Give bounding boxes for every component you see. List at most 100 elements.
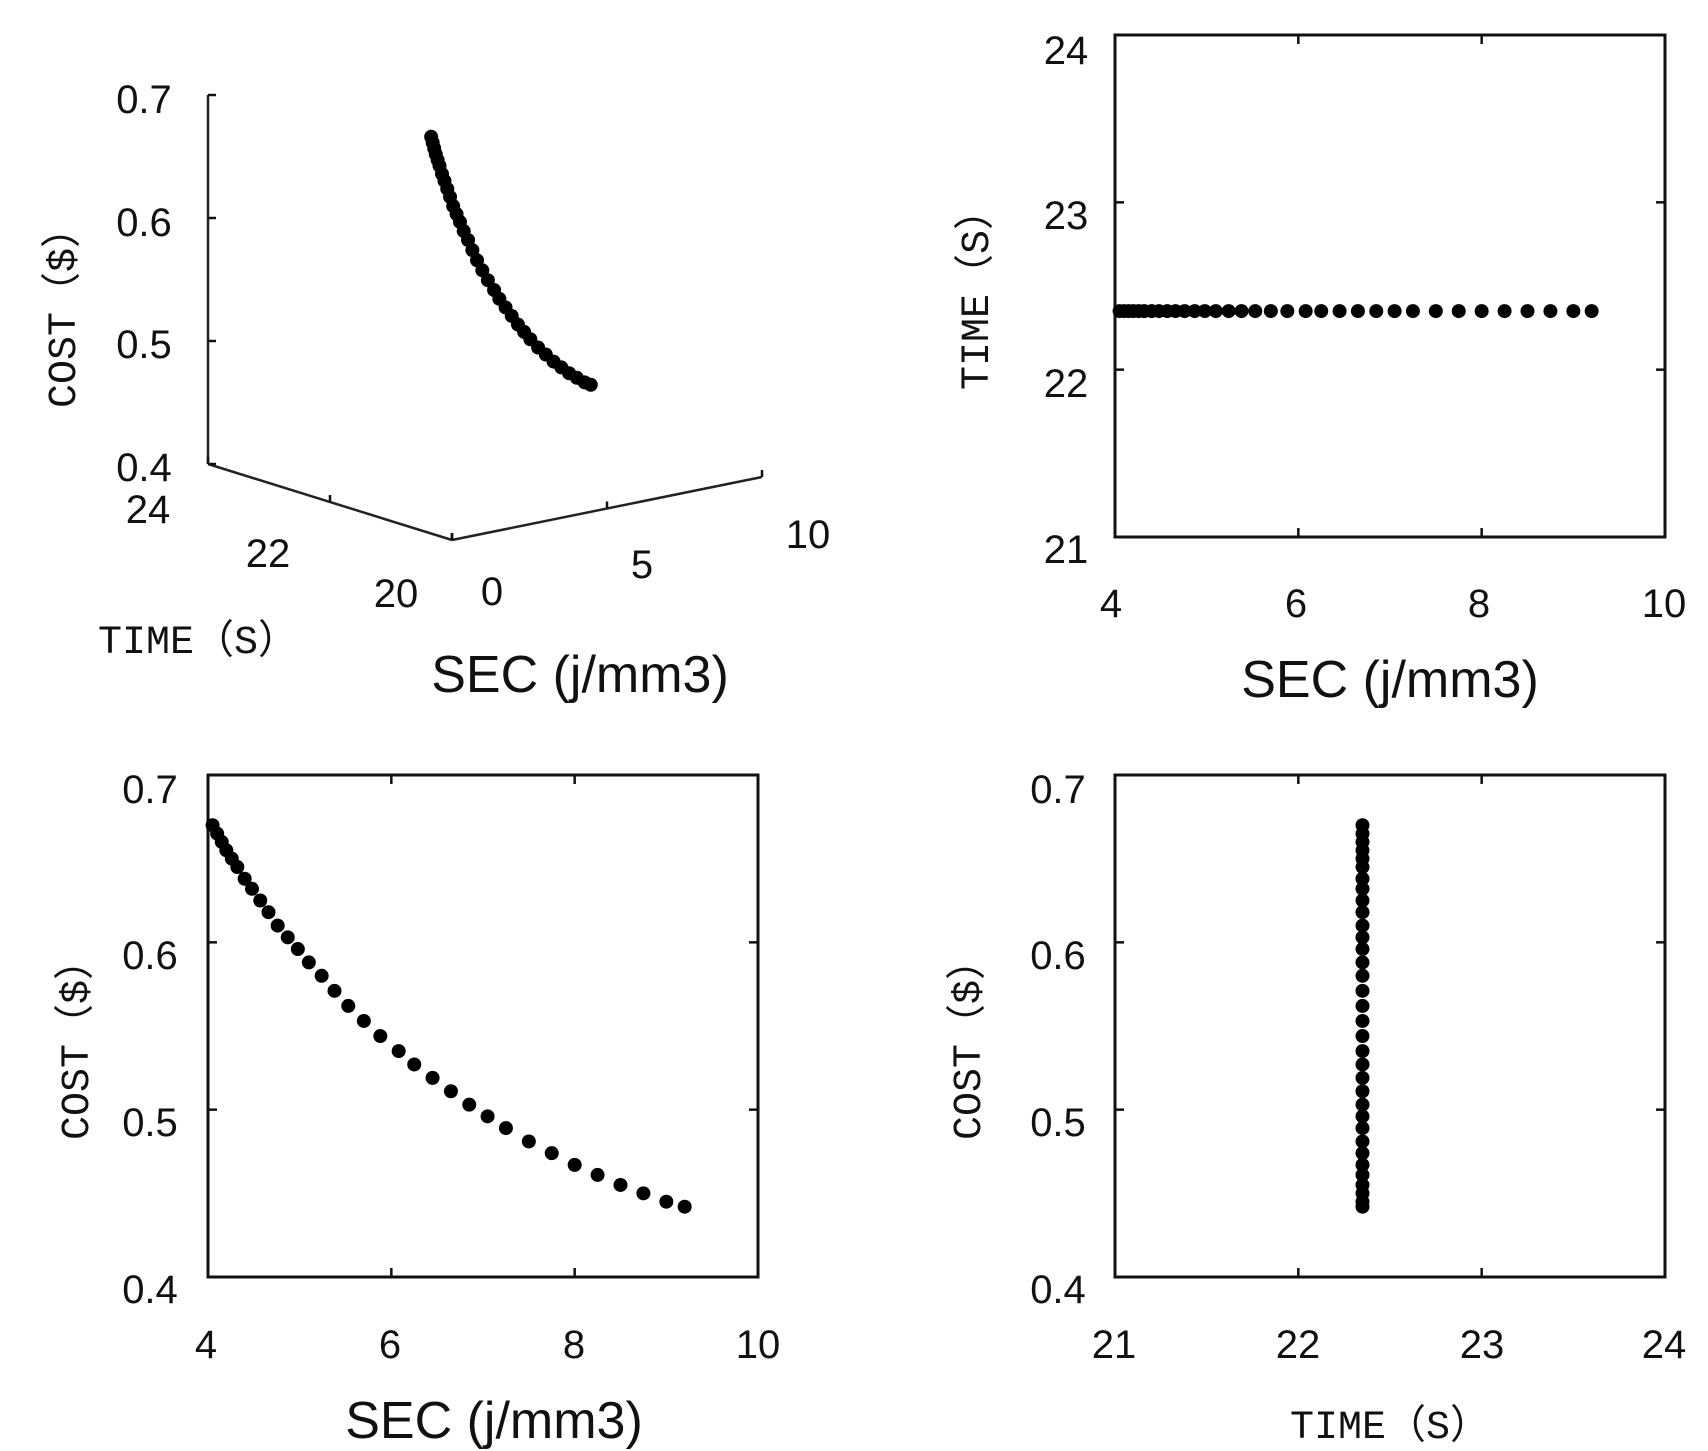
z-axis-title: COST（$） — [40, 208, 88, 408]
data-point — [1332, 304, 1347, 319]
x-tick-label: 22 — [1276, 1323, 1321, 1367]
data-point — [1566, 304, 1581, 319]
data-point — [1355, 871, 1370, 886]
data-point — [1187, 304, 1202, 319]
x-tick-label: 6 — [1285, 582, 1307, 626]
data-point — [1355, 955, 1370, 970]
data-point — [245, 881, 259, 896]
data-point — [1298, 304, 1313, 319]
x-axis-title: SEC (j/mm3) — [431, 646, 729, 704]
data-point — [301, 955, 316, 970]
data-point — [261, 905, 276, 920]
y-axis-title: COST（$） — [53, 940, 101, 1140]
data-point — [341, 998, 356, 1013]
x-tick-label: 10 — [786, 513, 831, 557]
x-tick-label: 24 — [1642, 1323, 1687, 1367]
y-tick-label: 22 — [1044, 362, 1089, 406]
x-tick-label: 4 — [1100, 582, 1122, 626]
data-point — [1350, 304, 1365, 319]
y-tick-label: 0.5 — [122, 1101, 178, 1145]
plot-frame — [206, 773, 760, 1279]
data-point — [1177, 304, 1192, 319]
data-point — [659, 1194, 674, 1209]
data-point — [407, 1057, 422, 1072]
data-point — [1405, 304, 1420, 319]
data-point — [1248, 304, 1263, 319]
data-point — [270, 918, 285, 933]
panel-sec-vs-time: 24 23 22 21 4 6 8 10 TIME（S） SEC (j/mm3) — [953, 29, 1686, 709]
data-points — [424, 129, 598, 392]
data-point — [1263, 304, 1278, 319]
data-point — [636, 1186, 651, 1201]
y-tick-label: 0.4 — [122, 1268, 178, 1312]
data-point — [1355, 942, 1370, 957]
data-point — [1355, 1029, 1370, 1044]
data-point — [230, 860, 245, 875]
data-point — [1221, 304, 1236, 319]
y-tick-label: 22 — [246, 532, 291, 576]
panel-sec-vs-cost: 0.7 0.6 0.5 0.4 4 6 8 10 COST（$） SEC (j/… — [53, 768, 780, 1450]
x-tick-label: 10 — [1642, 582, 1687, 626]
y-tick-label: 23 — [1044, 194, 1089, 238]
data-point — [1355, 1013, 1370, 1028]
data-point — [1197, 304, 1212, 319]
data-point — [677, 1199, 692, 1214]
panel-3d-scatter: 0.7 0.6 0.5 0.4 24 22 20 0 5 10 COST（$） … — [40, 78, 830, 704]
data-point — [1208, 304, 1223, 319]
y-tick-label: 20 — [374, 572, 419, 616]
data-point — [1355, 1044, 1370, 1059]
tick-marks — [1113, 33, 1667, 539]
data-point — [314, 968, 329, 983]
plot-frame — [1113, 33, 1667, 539]
data-point — [1369, 304, 1384, 319]
data-point — [567, 1157, 582, 1172]
data-point — [1355, 1097, 1370, 1112]
data-point — [253, 893, 268, 908]
y-axis-title: TIME（S） — [98, 618, 298, 666]
data-points — [1112, 304, 1599, 319]
y-tick-label: 0.7 — [1030, 768, 1086, 812]
data-point — [1428, 304, 1443, 319]
data-points — [1355, 818, 1370, 1214]
data-point — [590, 1167, 605, 1182]
tick-marks — [206, 773, 760, 1279]
z-tick-label: 0.4 — [116, 446, 172, 490]
x-tick-label: 5 — [631, 543, 653, 587]
y-tick-label: 0.6 — [122, 934, 178, 978]
data-point — [544, 1146, 559, 1161]
data-point — [1355, 1199, 1370, 1214]
data-point — [290, 942, 305, 957]
data-point — [1355, 1070, 1370, 1085]
data-point — [1355, 930, 1370, 945]
data-points — [205, 818, 692, 1214]
data-point — [237, 871, 252, 886]
data-point — [1355, 1167, 1370, 1182]
data-point — [480, 1109, 495, 1124]
data-point — [1497, 304, 1512, 319]
y-tick-label: 21 — [1044, 528, 1089, 572]
x-tick-label: 10 — [736, 1323, 781, 1367]
z-tick-label: 0.7 — [116, 78, 172, 122]
data-point — [1543, 304, 1558, 319]
data-point — [1474, 304, 1489, 319]
data-point — [280, 930, 295, 945]
data-point — [498, 1121, 513, 1136]
y-tick-label: 24 — [1044, 29, 1089, 73]
data-point — [373, 1029, 388, 1044]
data-point — [1355, 983, 1370, 998]
data-point — [1355, 918, 1370, 933]
data-point — [1355, 968, 1370, 983]
x-tick-label: 4 — [195, 1323, 217, 1367]
data-point — [1355, 1121, 1370, 1136]
data-point — [1355, 1057, 1370, 1072]
z-tick-label: 0.5 — [116, 323, 172, 367]
x-tick-label: 23 — [1460, 1323, 1505, 1367]
z-tick-label: 0.6 — [116, 201, 172, 245]
data-point — [1280, 304, 1295, 319]
data-point — [1387, 304, 1402, 319]
data-point — [443, 1084, 458, 1099]
y-tick-label: 0.7 — [122, 768, 178, 812]
data-point — [1451, 304, 1466, 319]
data-point — [1355, 860, 1370, 875]
